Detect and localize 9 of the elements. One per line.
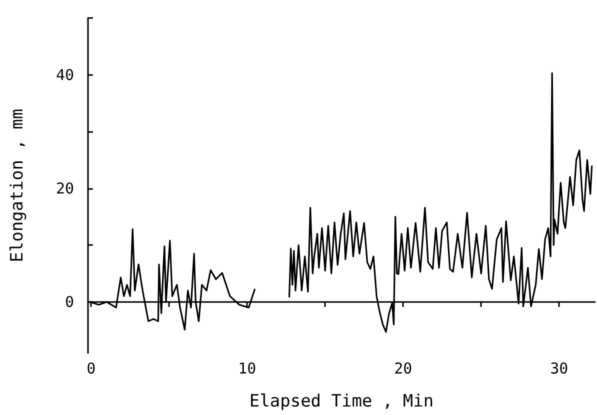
x-tick-label: 10 bbox=[238, 360, 256, 378]
y-axis-title: Elongation , mm bbox=[8, 108, 28, 262]
x-tick-label: 20 bbox=[394, 360, 412, 378]
y-tick-label: 20 bbox=[56, 179, 74, 198]
y-tick-label: 40 bbox=[56, 66, 74, 84]
y-tick-label: 0 bbox=[64, 292, 74, 311]
x-axis-title: Elapsed Time , Min bbox=[249, 392, 434, 412]
x-tick-label: 30 bbox=[550, 360, 568, 378]
x-tick-label: 0 bbox=[86, 360, 96, 378]
